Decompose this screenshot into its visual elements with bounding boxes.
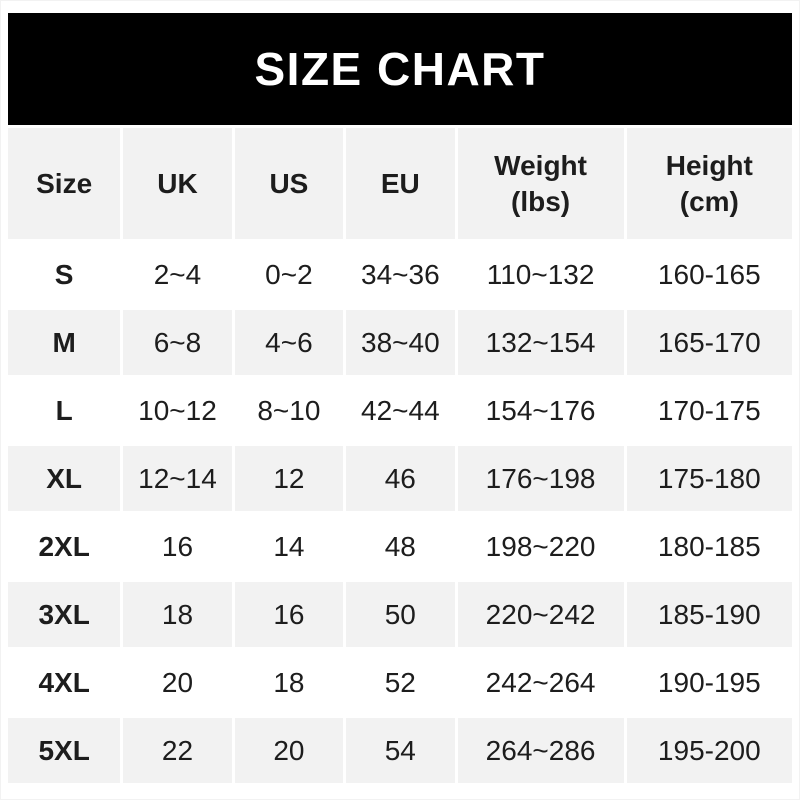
cell-eu: 42~44	[361, 394, 440, 426]
cell-us: 8~10	[257, 394, 321, 426]
cell-height: 165-170	[626, 310, 792, 375]
table-row: 3XL 18 16 50 220~242 185-190	[8, 582, 792, 647]
cell-eu: 38~40	[346, 310, 455, 375]
column-header-eu: EU	[346, 128, 455, 239]
cell-weight: 132~154	[457, 310, 624, 375]
page-title: SIZE CHART	[254, 43, 546, 95]
cell-height: 170-175	[657, 394, 761, 426]
column-header-label: UK	[157, 167, 198, 199]
cell-weight: 198~220	[485, 530, 596, 562]
cell-size: XL	[8, 446, 121, 511]
cell-height: 195-200	[626, 718, 792, 783]
cell-weight: 110~132	[486, 258, 595, 290]
table-row: 4XL 20 18 52 242~264 190-195	[8, 650, 792, 715]
cell-weight: 154~176	[485, 394, 596, 426]
column-header-label: Size	[36, 167, 93, 199]
cell-size: 2XL	[38, 530, 90, 562]
cell-height: 160-165	[657, 258, 761, 290]
cell-eu: 48	[384, 530, 416, 562]
size-chart-table: Size UK US EU Weight (lbs) Height (cm) S 2…	[5, 125, 795, 786]
cell-us: 18	[273, 666, 305, 698]
cell-uk: 6~8	[123, 310, 232, 375]
title-banner: SIZE CHART	[8, 13, 792, 125]
cell-eu: 50	[346, 582, 455, 647]
cell-uk: 16	[161, 530, 194, 562]
table-row: 2XL 16 14 48 198~220 180-185	[8, 514, 792, 579]
cell-weight: 220~242	[457, 582, 624, 647]
cell-uk: 22	[123, 718, 232, 783]
cell-weight: 176~198	[457, 446, 624, 511]
cell-us: 0~2	[265, 258, 313, 290]
column-header-us: US	[234, 128, 344, 239]
column-header-label: Weight	[494, 149, 587, 181]
table-row: 5XL 22 20 54 264~286 195-200	[8, 718, 792, 783]
cell-eu: 34~36	[361, 258, 440, 290]
table-row: M 6~8 4~6 38~40 132~154 165-170	[8, 310, 792, 375]
cell-weight: 242~264	[485, 666, 596, 698]
cell-uk: 10~12	[138, 394, 217, 426]
cell-eu: 46	[346, 446, 455, 511]
table-row: L 10~12 8~10 42~44 154~176 170-175	[8, 378, 792, 443]
column-header-size: Size	[8, 128, 121, 239]
table-row: S 2~4 0~2 34~36 110~132 160-165	[8, 242, 792, 307]
cell-eu: 52	[384, 666, 416, 698]
cell-height: 190-195	[657, 666, 761, 698]
cell-us: 14	[273, 530, 305, 562]
cell-us: 12	[234, 446, 344, 511]
column-header-label: Height	[665, 149, 753, 181]
cell-uk: 20	[161, 666, 194, 698]
cell-height: 185-190	[626, 582, 792, 647]
cell-height: 180-185	[657, 530, 761, 562]
table-row: XL 12~14 12 46 176~198 175-180	[8, 446, 792, 511]
cell-size: 5XL	[8, 718, 121, 783]
cell-size: L	[55, 394, 73, 426]
cell-uk: 12~14	[123, 446, 232, 511]
cell-eu: 54	[346, 718, 455, 783]
cell-uk: 2~4	[153, 258, 202, 290]
column-header-uk: UK	[123, 128, 232, 239]
column-header-unit: (lbs)	[511, 185, 571, 217]
cell-weight: 264~286	[457, 718, 624, 783]
column-header-label: EU	[380, 167, 420, 199]
cell-size: 3XL	[8, 582, 121, 647]
column-header-label: US	[269, 167, 309, 199]
cell-size: S	[54, 258, 74, 290]
header-row: Size UK US EU Weight (lbs) Height (cm)	[8, 128, 792, 239]
cell-us: 16	[234, 582, 344, 647]
column-header-weight: Weight (lbs)	[457, 128, 624, 239]
cell-us: 20	[234, 718, 344, 783]
cell-height: 175-180	[626, 446, 792, 511]
column-header-height: Height (cm)	[626, 128, 792, 239]
cell-size: 4XL	[38, 666, 90, 698]
cell-uk: 18	[123, 582, 232, 647]
cell-us: 4~6	[234, 310, 344, 375]
column-header-unit: (cm)	[679, 185, 739, 217]
cell-size: M	[8, 310, 121, 375]
